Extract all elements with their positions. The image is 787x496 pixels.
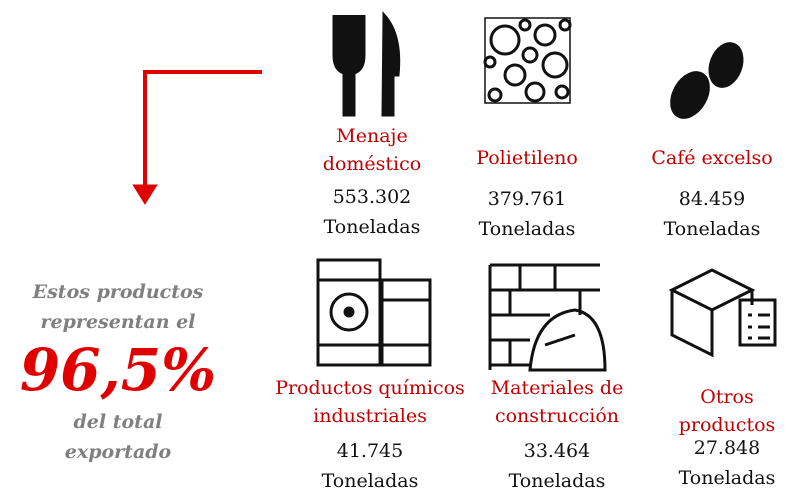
product-value: 33.464 [523,440,591,462]
product-unit: Toneladas [663,218,761,240]
product-value: 84.459 [678,188,746,210]
arrow-head [132,184,158,205]
icon-other [668,268,777,358]
product-value: 553.302 [332,186,412,208]
product-name: Otros productos [678,386,776,436]
summary-intro: Estos productos representan el [32,281,204,333]
icon-chemicals [316,258,432,367]
product-value: 379.761 [487,188,567,210]
icon-polyethylene [483,17,572,104]
product-unit: Toneladas [478,218,576,240]
summary-percent: 96,5% [19,336,217,404]
icon-coffee [670,42,744,119]
product-name: Menaje doméstico [322,125,422,175]
product-unit: Toneladas [508,470,606,492]
product-unit: Toneladas [321,470,419,492]
product-name: Productos químicos industriales [275,377,465,427]
product-unit: Toneladas [678,467,776,489]
product-value: 41.745 [336,440,404,462]
arrow [143,70,262,188]
product-name: Materiales de construcción [490,377,624,427]
product-value: 27.848 [693,437,761,459]
icon-cutlery [332,11,401,117]
product-unit: Toneladas [323,216,421,238]
summary-outro: del total exportado [64,411,172,463]
product-name: Polietileno [476,147,578,169]
product-name: Café excelso [651,147,773,169]
icon-construction [488,263,607,372]
